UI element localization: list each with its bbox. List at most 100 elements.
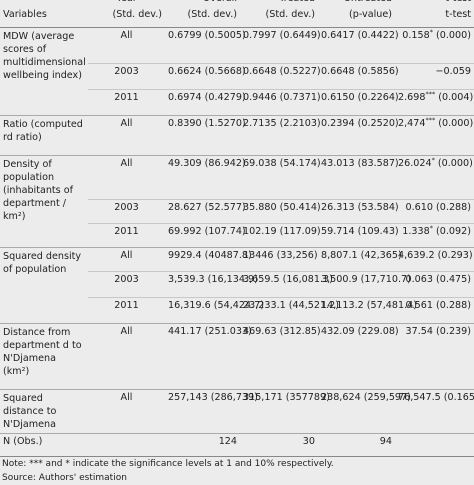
cell: 0.9446 (0.7371) — [240, 89, 321, 116]
cell: 257,143 (286,739) — [165, 389, 258, 434]
cell: 0.7997 (0.6449) — [243, 30, 321, 41]
cell: 2.7135 (2.2103) — [240, 115, 321, 156]
header-cell: Treated — [240, 0, 318, 7]
cell: 0.6974 (0.4279) — [165, 89, 246, 116]
cell: 23,233.1 (44,521.2) — [240, 297, 339, 324]
data-row: Distance from department d to N'Djamena … — [0, 323, 474, 390]
cell: All — [88, 247, 165, 272]
data-row: Squared distance to N'Djamena All 257,143 … — [0, 389, 474, 434]
data-row: MDW (average scores of multidimensional … — [0, 28, 474, 81]
table-body: YearOverallTreatedUntreatedt-testVariabl… — [0, 0, 474, 454]
header-cell: (Std. dev.) — [88, 7, 165, 28]
cell: All — [88, 323, 165, 390]
cell: 37.54 (0.239) — [395, 323, 474, 390]
n-value: 124 — [165, 433, 240, 454]
variable-label: Squared distance to N'Djamena — [0, 389, 88, 434]
header-cell: Variables — [0, 7, 88, 28]
cell: 0.063 (0.475) — [395, 271, 474, 298]
cell: 2003 — [88, 271, 165, 298]
cell: 76,547.5 (0.165) — [395, 389, 474, 434]
cell: 315,171 (357789) — [240, 389, 330, 434]
cell: 0.6150 (0.2264) — [318, 89, 399, 116]
variable-label: Density of population (inhabitants of de… — [0, 155, 88, 248]
data-row: 2003 28.627 (52.577) 35.880 (50.414) 26.313… — [0, 199, 474, 224]
variable-label: Squared density of population — [0, 247, 88, 324]
cell: 3,659.5 (16,081.3) — [240, 271, 333, 298]
data-row: 2003 3,539.3 (16,134.9) 3,659.5 (16,081.3)… — [0, 271, 474, 298]
cell: 9929.4 (40487.8) — [165, 247, 252, 272]
cell: 16,319.6 (54,424.7) — [165, 297, 264, 324]
data-row: Squared density of population All 9929.4 (… — [0, 247, 474, 324]
cell: 69.038 (54.174) — [240, 155, 321, 200]
cell: 1.338* (0.092) — [395, 223, 474, 248]
cell: 0.610 (0.288) — [395, 199, 474, 224]
cell: 2011 — [88, 223, 165, 248]
cell: 0.6417 (0.4422) — [321, 30, 399, 41]
cell: 26.024* (0.000) — [395, 155, 474, 200]
variable-label: Ratio (computed rd ratio) — [0, 115, 88, 156]
cell: All — [88, 115, 165, 156]
cell: 8,807.1 (42,365) — [318, 247, 402, 272]
data-row: 2011 69.992 (107.74) 102.19 (117.09) 59.714… — [0, 223, 474, 248]
header-cell: (Std. dev.) — [165, 7, 240, 28]
cell: 2003 — [88, 199, 165, 224]
data-row: 2003 0.6624 (0.5668) 0.6648 (0.5227) 0.6648… — [0, 63, 474, 90]
header-cell: Year — [88, 0, 165, 7]
header-cell: (Std. dev.) — [240, 7, 318, 28]
cell: 13446 (33,256) — [240, 247, 318, 272]
note: Note: *** and * indicate the significanc… — [0, 455, 474, 471]
cell: 2,474*** (0.000) — [395, 115, 474, 156]
cell: 14,113.2 (57,481.4) — [318, 297, 417, 324]
cell: 28.627 (52.577) — [165, 199, 246, 224]
cell: 4,639.2 (0.293) — [395, 247, 474, 272]
cell: 0.6648 (0.5856) — [318, 63, 399, 90]
cell — [88, 433, 165, 454]
cell: 3,539.3 (16,134.9) — [165, 271, 258, 298]
header-cell: (p-value) — [318, 7, 395, 28]
cell: All — [88, 155, 165, 200]
n-value: 94 — [318, 433, 395, 454]
cell: 432.09 (229.08) — [318, 323, 399, 390]
header-row: Variables (Std. dev.) (Std. dev.) (Std. dev… — [0, 7, 474, 28]
cell: −0.059 — [395, 63, 474, 90]
cell: 2003 — [88, 63, 165, 90]
header-cell: Overall — [165, 0, 240, 7]
cell: 2011 — [88, 89, 165, 116]
cell: 59.714 (109.43) — [318, 223, 399, 248]
cell: 49.309 (86.942) — [165, 155, 246, 200]
cell: 441.17 (251.033) — [165, 323, 252, 390]
header-cell: Untreated — [318, 0, 395, 7]
cell: 238,624 (259,597) — [318, 389, 411, 434]
cell: 2011 — [88, 297, 165, 324]
cell — [395, 433, 474, 454]
header-cell: t-test — [395, 7, 474, 28]
cell: 0.2394 (0.2520) — [318, 115, 399, 156]
header-row: YearOverallTreatedUntreatedt-test — [0, 0, 474, 7]
source: Source: Authors' estimation — [2, 472, 127, 483]
cell: 0.561 (0.288) — [395, 297, 474, 324]
cell: 3,500.9 (17,710.7) — [318, 271, 411, 298]
data-row: 2011 16,319.6 (54,424.7) 23,233.1 (44,521.… — [0, 297, 474, 324]
cell: 0.6648 (0.5227) — [240, 63, 321, 90]
cell: 0.6799 (0.5005) — [168, 30, 246, 41]
variable-label: MDW (average scores of multidimensional … — [3, 31, 86, 81]
cell: 0.8390 (1.5270) — [165, 115, 246, 156]
cell: 35.880 (50.414) — [240, 199, 321, 224]
cell: 43.013 (83.587) — [318, 155, 399, 200]
n-label: N (Obs.) — [0, 433, 88, 454]
n-row: N (Obs.) 124 30 94 — [0, 433, 474, 454]
n-value: 30 — [240, 433, 318, 454]
data-row: Ratio (computed rd ratio) All 0.8390 (1.52… — [0, 115, 474, 156]
cell — [0, 0, 88, 7]
cell: All — [88, 389, 165, 434]
cell: 102.19 (117.09) — [240, 223, 321, 248]
data-row: Density of population (inhabitants of de… — [0, 155, 474, 248]
cell: 469.63 (312.85) — [240, 323, 321, 390]
cell: 0.6624 (0.5668) — [165, 63, 246, 90]
cell: 69.992 (107.74) — [165, 223, 246, 248]
cell: All — [120, 30, 133, 41]
header-cell: t-test — [395, 0, 474, 7]
data-row: 2011 0.6974 (0.4279) 0.9446 (0.7371) 0.6150… — [0, 89, 474, 116]
